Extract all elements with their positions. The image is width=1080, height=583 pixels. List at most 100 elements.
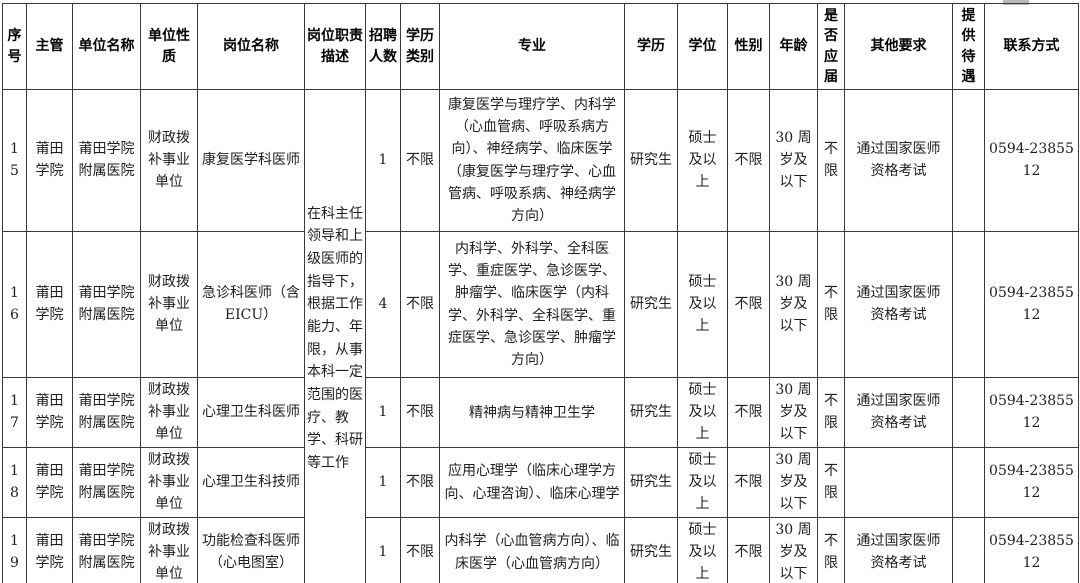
cell-recruit-count: 1: [365, 89, 401, 233]
header-recruit-count: 招聘人数: [365, 2, 401, 91]
cell-position-name: 功能检查科医师（心电图室）: [197, 517, 305, 583]
cell-contact: 0594-2385512: [984, 517, 1079, 583]
cell-unit-nature: 财政拨补事业单位: [140, 231, 198, 379]
cell-degree: 硕士及以上: [677, 447, 728, 519]
cell-benefits: [952, 517, 985, 583]
cell-benefits: [952, 89, 985, 233]
cell-unit-nature: 财政拨补事业单位: [140, 517, 198, 583]
header-job-description: 岗位职责描述: [304, 2, 366, 91]
cell-degree: 硕士及以上: [677, 377, 728, 449]
cell-fresh-graduate: 不限: [817, 377, 845, 449]
cell-benefits: [952, 231, 985, 379]
cell-supervisor: 莆田学院: [26, 377, 73, 449]
table-row: 17 莆田学院 莆田学院附属医院 财政拨补事业单位 心理卫生科医师 1 不限 精…: [2, 377, 1079, 449]
cell-fresh-graduate: 不限: [817, 231, 845, 379]
cell-supervisor: 莆田学院: [26, 517, 73, 583]
header-other-requirements: 其他要求: [844, 2, 953, 91]
cell-position-name: 心理卫生科医师: [197, 377, 305, 449]
cell-education: 研究生: [624, 447, 678, 519]
cell-seq: 18: [2, 447, 27, 519]
cell-major: 内科学（心血管病方向）、临床医学（心血管病方向）: [439, 517, 625, 583]
cell-edu-category: 不限: [400, 231, 440, 379]
header-benefits: 提供待遇: [952, 2, 985, 91]
header-supervisor: 主管: [26, 2, 73, 91]
cell-seq: 19: [2, 517, 27, 583]
cell-supervisor: 莆田学院: [26, 447, 73, 519]
cell-unit-name: 莆田学院附属医院: [72, 89, 141, 233]
cell-benefits: [952, 447, 985, 519]
header-unit-name: 单位名称: [72, 2, 141, 91]
cell-contact: 0594-2385512: [984, 447, 1079, 519]
cell-supervisor: 莆田学院: [26, 231, 73, 379]
cell-education: 研究生: [624, 377, 678, 449]
scrollbar-artifact: [1003, 0, 1029, 5]
cell-education: 研究生: [624, 517, 678, 583]
cell-other-requirements: 通过国家医师资格考试: [844, 377, 953, 449]
cell-benefits: [952, 377, 985, 449]
cell-age: 30 周岁及以下: [769, 231, 818, 379]
cell-edu-category: 不限: [400, 447, 440, 519]
header-unit-nature: 单位性质: [140, 2, 198, 91]
cell-gender: 不限: [727, 447, 770, 519]
table-header-row: 序号 主管 单位名称 单位性质 岗位名称 岗位职责描述 招聘人数 学历类别 专业…: [2, 2, 1079, 91]
cell-age: 30 周岁及以下: [769, 377, 818, 449]
cell-recruit-count: 1: [365, 517, 401, 583]
cell-degree: 硕士及以上: [677, 517, 728, 583]
cell-contact: 0594-2385512: [984, 377, 1079, 449]
cell-major: 精神病与精神卫生学: [439, 377, 625, 449]
cell-degree: 硕士及以上: [677, 89, 728, 233]
table-row: 19 莆田学院 莆田学院附属医院 财政拨补事业单位 功能检查科医师（心电图室） …: [2, 517, 1079, 583]
cell-seq: 16: [2, 231, 27, 379]
cell-edu-category: 不限: [400, 517, 440, 583]
cell-position-name: 急诊科医师（含EICU）: [197, 231, 305, 379]
cell-position-name: 心理卫生科技师: [197, 447, 305, 519]
cell-major: 内科学、外科学、全科医学、重症医学、急诊医学、肿瘤学、临床医学（内科学、外科学、…: [439, 231, 625, 379]
table-row: 15 莆田学院 莆田学院附属医院 财政拨补事业单位 康复医学科医师 在科主任领导…: [2, 89, 1079, 583]
header-seq: 序号: [2, 2, 27, 91]
cell-seq: 15: [2, 89, 27, 233]
cell-job-description-merged: 在科主任领导和上级医师的指导下，根据工作能力、年限，从事本科一定范围的医疗、教学…: [304, 89, 366, 583]
cell-education: 研究生: [624, 231, 678, 379]
cell-unit-name: 莆田学院附属医院: [72, 231, 141, 379]
cell-unit-name: 莆田学院附属医院: [72, 377, 141, 449]
header-major: 专业: [439, 2, 625, 91]
header-degree: 学位: [677, 2, 728, 91]
cell-contact: 0594-2385512: [984, 89, 1079, 233]
cell-education: 研究生: [624, 89, 678, 233]
cell-edu-category: 不限: [400, 89, 440, 233]
header-education: 学历: [624, 2, 678, 91]
cell-unit-nature: 财政拨补事业单位: [140, 377, 198, 449]
cell-fresh-graduate: 不限: [817, 517, 845, 583]
cell-other-requirements: 通过国家医师资格考试: [844, 89, 953, 233]
header-gender: 性别: [727, 2, 770, 91]
cell-seq: 17: [2, 377, 27, 449]
cell-supervisor: 莆田学院: [26, 89, 73, 233]
header-edu-category: 学历类别: [400, 2, 440, 91]
cell-age: 30 周岁及以下: [769, 447, 818, 519]
cell-other-requirements: 通过国家医师资格考试: [844, 231, 953, 379]
cell-unit-name: 莆田学院附属医院: [72, 517, 141, 583]
cell-recruit-count: 1: [365, 447, 401, 519]
header-fresh-graduate: 是否应届: [817, 2, 845, 91]
cell-gender: 不限: [727, 517, 770, 583]
cell-recruit-count: 4: [365, 231, 401, 379]
cell-gender: 不限: [727, 89, 770, 233]
cell-other-requirements: 通过国家医师资格考试: [844, 517, 953, 583]
header-age: 年龄: [769, 2, 818, 91]
cell-unit-nature: 财政拨补事业单位: [140, 447, 198, 519]
cell-gender: 不限: [727, 231, 770, 379]
cell-degree: 硕士及以上: [677, 231, 728, 379]
cell-age: 30 周岁及以下: [769, 517, 818, 583]
cell-contact: 0594-2385512: [984, 231, 1079, 379]
cell-major: 应用心理学（临床心理学方向、心理咨询）、临床心理学: [439, 447, 625, 519]
table-row: 16 莆田学院 莆田学院附属医院 财政拨补事业单位 急诊科医师（含EICU） 4…: [2, 231, 1079, 379]
cell-unit-nature: 财政拨补事业单位: [140, 89, 198, 233]
cell-age: 30 周岁及以下: [769, 89, 818, 233]
header-contact: 联系方式: [984, 2, 1079, 91]
header-position-name: 岗位名称: [197, 2, 305, 91]
cell-fresh-graduate: 不限: [817, 447, 845, 519]
cell-gender: 不限: [727, 377, 770, 449]
table-row: 18 莆田学院 莆田学院附属医院 财政拨补事业单位 心理卫生科技师 1 不限 应…: [2, 447, 1079, 519]
